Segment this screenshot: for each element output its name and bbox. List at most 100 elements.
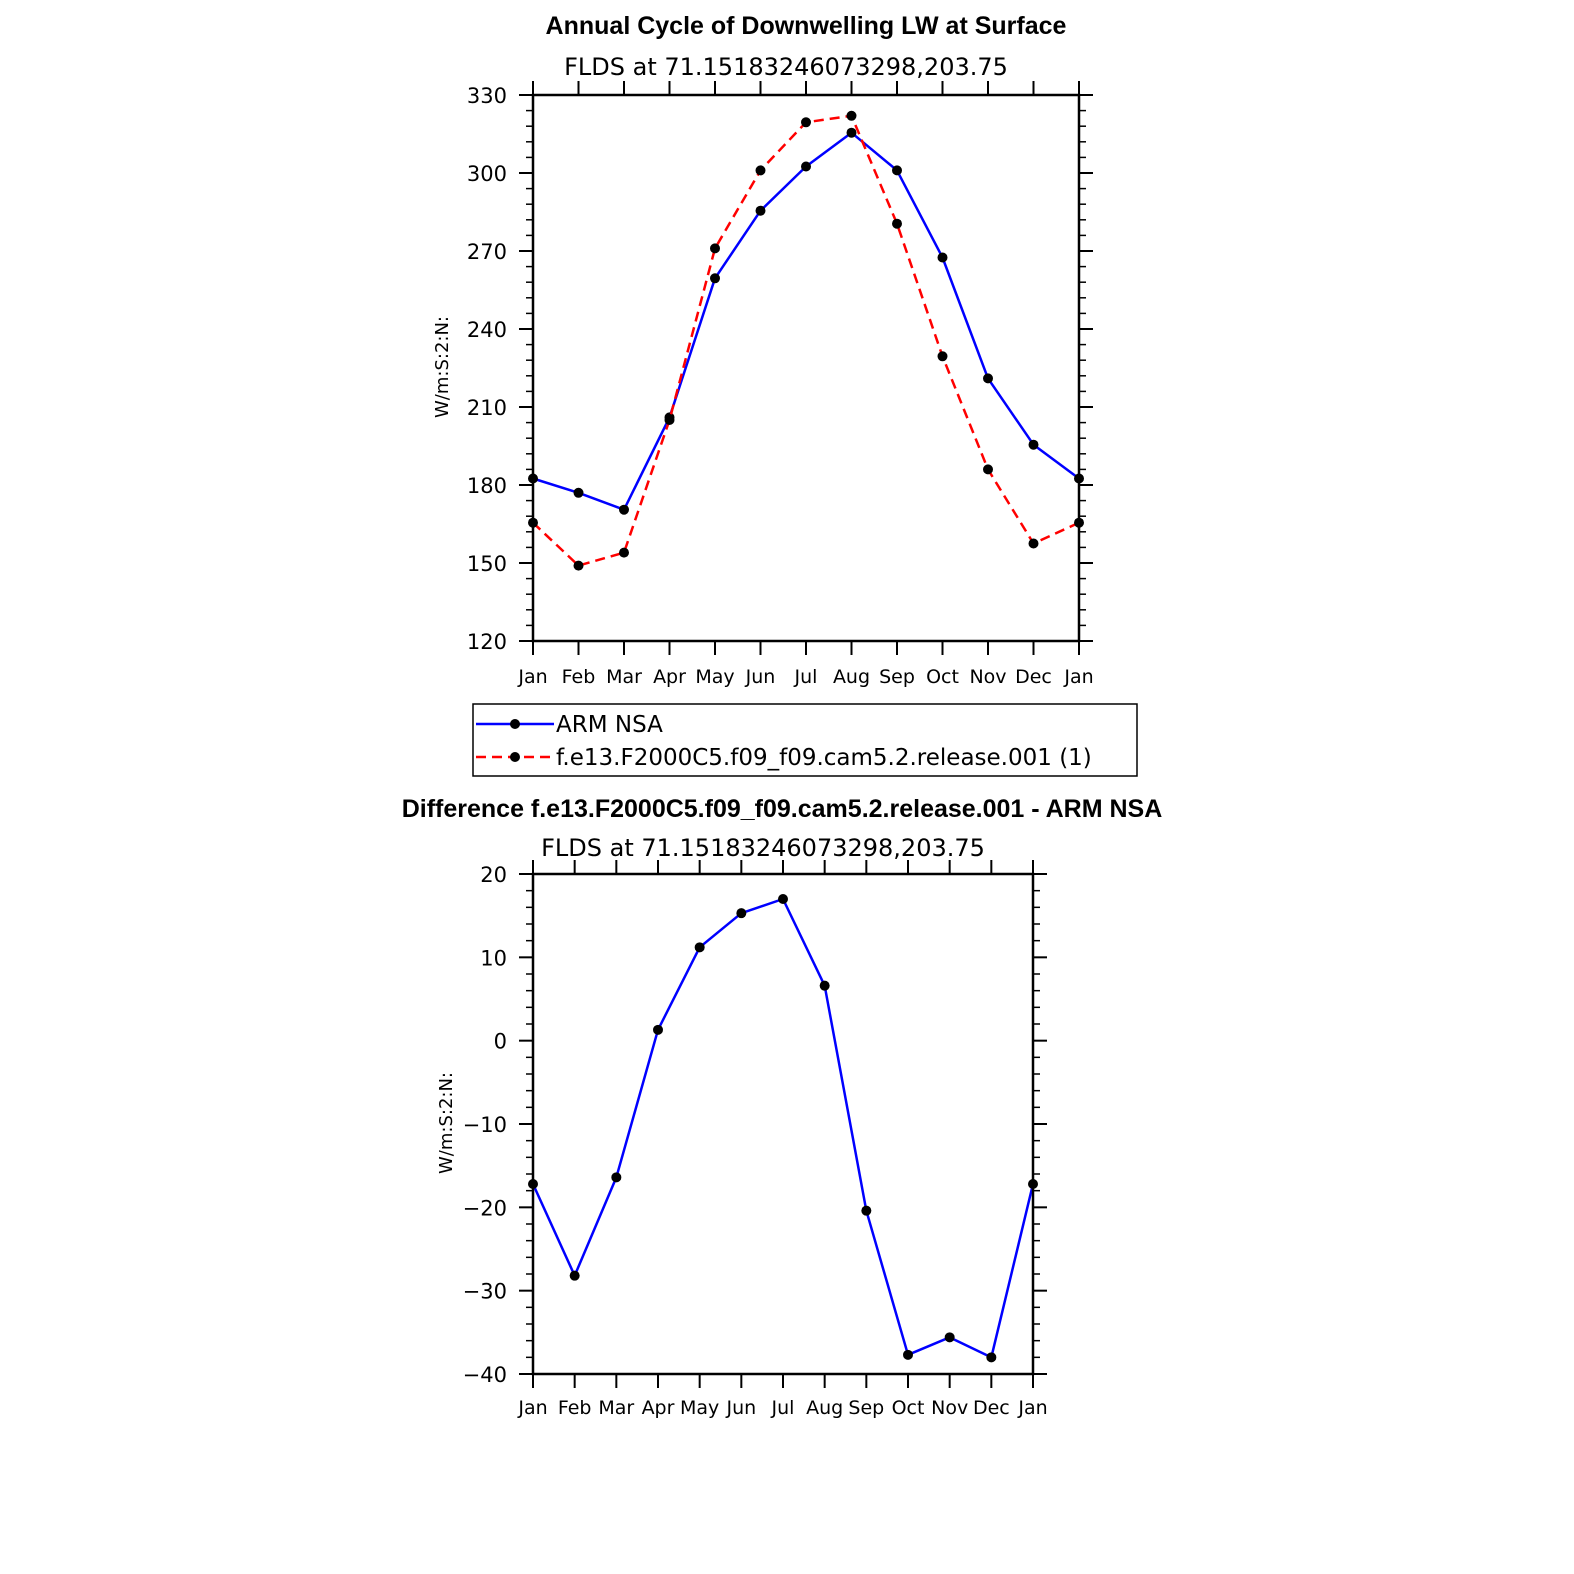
- data-point: [801, 161, 811, 172]
- data-point: [846, 110, 857, 121]
- data-point: [736, 908, 747, 919]
- data-point: [755, 165, 766, 176]
- x-tick-label: May: [695, 666, 734, 688]
- y-tick-label: 330: [467, 84, 507, 108]
- data-point: [983, 464, 993, 475]
- data-point: [1028, 538, 1039, 549]
- y-tick-label: −10: [463, 1113, 507, 1137]
- data-point: [1028, 439, 1039, 450]
- data-point: [944, 1332, 955, 1343]
- y-tick-label: 210: [467, 396, 507, 420]
- y-tick-label: 150: [467, 552, 507, 576]
- x-tick-label: Oct: [926, 666, 959, 688]
- data-point: [937, 351, 948, 362]
- data-point: [892, 218, 902, 229]
- data-point: [983, 373, 993, 384]
- chart-subtitle: FLDS at 71.15183246073298,203.75: [541, 834, 985, 862]
- x-tick-label: Nov: [931, 1397, 968, 1419]
- legend-marker-arm-nsa: [510, 719, 520, 729]
- data-point: [619, 504, 629, 515]
- plot-frame: [531, 872, 1035, 1376]
- x-tick-label: Jan: [517, 1397, 547, 1419]
- chart-difference: Difference f.e13.F2000C5.f09_f09.cam5.2.…: [402, 795, 1163, 1419]
- x-tick-label: Feb: [558, 1397, 592, 1419]
- series-line-0: [532, 131, 1080, 511]
- x-tick-label: Nov: [969, 666, 1006, 688]
- data-point: [569, 1270, 580, 1281]
- x-tick-label: Jan: [1017, 1397, 1047, 1419]
- y-tick-labels: 120 150 180 210 240 270 300 330: [467, 84, 507, 654]
- data-point: [573, 487, 584, 498]
- plot-frame: [531, 93, 1081, 643]
- y-tick-label: −40: [463, 1363, 507, 1387]
- x-tick-label: Aug: [833, 666, 870, 688]
- y-tick-label: −20: [463, 1196, 507, 1220]
- data-point: [664, 415, 675, 425]
- y-tick-label: 180: [467, 474, 507, 498]
- x-tick-label: Dec: [973, 1397, 1010, 1419]
- data-point: [653, 1024, 663, 1035]
- x-tick-label: Apr: [642, 1397, 675, 1419]
- legend-marker-model: [510, 752, 520, 762]
- legend-label-arm-nsa: ARM NSA: [556, 712, 663, 738]
- y-tick-label: 10: [480, 946, 507, 970]
- x-tick-label: Jan: [517, 666, 547, 688]
- x-tick-label: May: [680, 1397, 719, 1419]
- y-axis-label: W/m:S:2:N:: [432, 316, 453, 418]
- series-line-0: [531, 897, 1035, 1359]
- x-tick-label: Jun: [725, 1397, 756, 1419]
- x-tick-label: Jan: [1063, 666, 1093, 688]
- tick-marks: [519, 860, 1047, 1388]
- legend-label-model: f.e13.F2000C5.f09_f09.cam5.2.release.001…: [556, 745, 1092, 771]
- x-tick-label: Aug: [806, 1397, 843, 1419]
- chart-annual-cycle: Annual Cycle of Downwelling LW at Surfac…: [432, 12, 1138, 777]
- x-tick-label: Mar: [598, 1397, 634, 1419]
- data-point: [846, 127, 857, 138]
- x-tick-labels: Jan Feb Mar Apr May Jun Jul Aug Sep Oct Nov Dec Jan: [517, 1397, 1047, 1419]
- x-tick-label: Jul: [771, 1397, 795, 1419]
- x-tick-labels: Jan Feb Mar Apr May Jun Jul Aug Sep Oct Nov Dec Jan: [517, 666, 1093, 688]
- data-point: [694, 942, 705, 953]
- data-point: [819, 980, 830, 991]
- data-point: [611, 1172, 622, 1183]
- x-tick-label: Apr: [653, 666, 686, 688]
- x-tick-label: Oct: [892, 1397, 925, 1419]
- data-point: [903, 1349, 913, 1360]
- x-tick-label: Sep: [848, 1397, 884, 1419]
- data-point: [573, 560, 584, 571]
- x-tick-label: Feb: [562, 666, 596, 688]
- chart-title: Difference f.e13.F2000C5.f09_f09.cam5.2.…: [402, 795, 1163, 823]
- data-point: [892, 165, 902, 176]
- data-point: [778, 894, 788, 904]
- y-tick-label: 120: [467, 630, 507, 654]
- x-tick-label: Jun: [745, 666, 776, 688]
- y-tick-label: 20: [480, 863, 507, 887]
- data-point: [937, 252, 948, 263]
- x-tick-label: Sep: [879, 666, 915, 688]
- data-point: [619, 547, 629, 558]
- y-tick-labels: −40 −30 −20 −10 0 10 20: [463, 863, 507, 1387]
- y-tick-label: 270: [467, 240, 507, 264]
- legend-box: [472, 703, 1138, 777]
- y-tick-label: −30: [463, 1280, 507, 1304]
- data-point: [710, 243, 720, 254]
- x-tick-label: Jul: [794, 666, 818, 688]
- series-line-1: [532, 114, 1080, 567]
- data-point: [861, 1205, 872, 1216]
- series-group: [528, 894, 1038, 1363]
- x-tick-label: Dec: [1015, 666, 1052, 688]
- data-point: [710, 273, 720, 284]
- legend: ARM NSA f.e13.F2000C5.f09_f09.cam5.2.rel…: [472, 703, 1138, 777]
- y-tick-label: 0: [494, 1030, 507, 1054]
- data-point: [986, 1352, 997, 1363]
- series-group: [528, 110, 1084, 571]
- chart-title: Annual Cycle of Downwelling LW at Surfac…: [546, 12, 1067, 40]
- x-tick-label: Mar: [606, 666, 642, 688]
- y-tick-label: 240: [467, 318, 507, 342]
- chart-subtitle: FLDS at 71.15183246073298,203.75: [564, 53, 1008, 81]
- y-axis-label: W/m:S:2:N:: [436, 1072, 457, 1174]
- data-point: [755, 205, 766, 216]
- y-tick-label: 300: [467, 162, 507, 186]
- data-point: [801, 117, 811, 128]
